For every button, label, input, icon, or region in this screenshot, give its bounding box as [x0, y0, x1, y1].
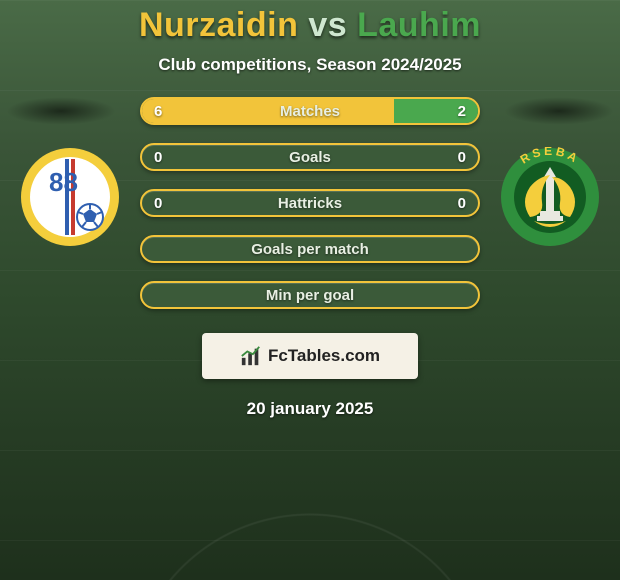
- page-title: Nurzaidin vs Lauhim: [0, 6, 620, 45]
- stat-bar-label: Hattricks: [142, 195, 478, 212]
- stat-bar-value-left: 0: [154, 149, 162, 166]
- stat-bars: Matches62Goals00Hattricks00Goals per mat…: [140, 97, 480, 309]
- soccer-ball-icon: [77, 204, 103, 230]
- club-badge-left: 88: [20, 147, 120, 247]
- date-text: 20 january 2025: [0, 399, 620, 419]
- comparison-card: Nurzaidin vs Lauhim Club competitions, S…: [0, 0, 620, 419]
- brand-text: FcTables.com: [268, 346, 380, 366]
- club-badge-right: RSEBA: [500, 147, 600, 247]
- stat-bar: Hattricks0 0: [140, 189, 480, 217]
- bar-chart-icon: [240, 345, 262, 367]
- stat-bar-label: Matches: [142, 103, 478, 120]
- player-shadow-left: [6, 97, 116, 125]
- stat-bar: Min per goal: [140, 281, 480, 309]
- stat-bar-value-left: 6: [154, 103, 162, 120]
- stat-bar: Matches6 2: [140, 97, 480, 125]
- stat-bar: Goals per match: [140, 235, 480, 263]
- subtitle: Club competitions, Season 2024/2025: [0, 55, 620, 75]
- stat-bar: Goals0 0: [140, 143, 480, 171]
- stat-bar-label: Goals: [142, 149, 478, 166]
- stat-bar-label: Min per goal: [142, 287, 478, 304]
- club-badge-left-svg: 88: [20, 147, 120, 247]
- arena: 88 RSEBA: [0, 97, 620, 309]
- stat-bar-label: Goals per match: [142, 241, 478, 258]
- stat-bar-value-right: 0: [458, 149, 466, 166]
- title-right-name: Lauhim: [357, 6, 481, 44]
- club-badge-right-svg: RSEBA: [500, 147, 600, 247]
- title-left-name: Nurzaidin: [139, 6, 298, 44]
- stat-bar-value-left: 0: [154, 195, 162, 212]
- badge-left-number: 88: [49, 167, 78, 197]
- brand-box: FcTables.com: [202, 333, 418, 379]
- stat-bar-value-right: 2: [458, 103, 466, 120]
- player-shadow-right: [504, 97, 614, 125]
- title-vs: vs: [308, 6, 347, 44]
- stat-bar-value-right: 0: [458, 195, 466, 212]
